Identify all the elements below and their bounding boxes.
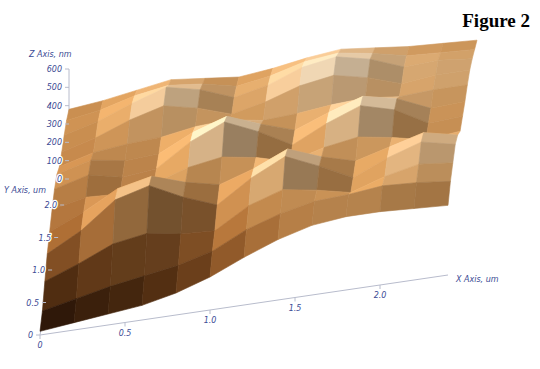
axes (40, 69, 448, 335)
x-tick-label: 1.0 (204, 316, 217, 325)
surface-cell (278, 201, 314, 239)
z-tick-label: 600 (47, 65, 62, 74)
y-tick-label: 1.5 (38, 234, 51, 243)
z-tick (65, 142, 69, 143)
surface-cell (74, 286, 110, 322)
z-tick-label: 200 (47, 138, 62, 147)
y-tick (48, 270, 52, 271)
x-axis-title: X Axis, um (455, 275, 499, 284)
surface-cell (142, 265, 178, 305)
x-tick-label: 0 (37, 341, 42, 350)
x-tick (380, 285, 381, 289)
surface-cell (147, 186, 183, 234)
surface-cell (416, 163, 452, 183)
x-tick (210, 310, 211, 314)
background (0, 0, 540, 369)
y-tick-label: 0.5 (26, 299, 39, 308)
surface-cell (210, 230, 246, 277)
y-tick (54, 237, 58, 238)
surface-cell (312, 195, 348, 226)
axis-labels: 0 0.5 1.0 1.5 2.0 0 0.5 1.0 1.5 2.0 0 100 200 300 400 5… (4, 50, 499, 350)
x-tick-label: 2.0 (374, 291, 387, 300)
y-tick-label: 2.0 (44, 201, 57, 210)
z-tick-label: 100 (47, 157, 62, 166)
surface-cell (358, 106, 394, 138)
surface-cell (229, 102, 265, 121)
surface-cell (222, 122, 258, 158)
title: Figure 2 (462, 10, 530, 31)
surface-cell (365, 78, 401, 98)
surface-cell (186, 157, 222, 185)
z-tick (65, 179, 69, 180)
z-tick (65, 160, 69, 161)
surface-cell (40, 299, 76, 332)
surface (40, 40, 477, 331)
y-tick-label: 0 (28, 331, 33, 340)
z-tick (65, 124, 69, 125)
x-tick (295, 298, 296, 302)
chart: 0 0.5 1.0 1.5 2.0 0 0.5 1.0 1.5 2.0 0 100 200 300 400 5… (0, 0, 540, 369)
z-tick (65, 87, 69, 88)
surface-cell (380, 183, 416, 212)
surface-cell (339, 48, 375, 54)
surface-cell (164, 87, 200, 108)
surface-cell (346, 186, 382, 217)
surface-cell (181, 197, 217, 234)
z-tick-label: 0 (57, 175, 62, 184)
surface-cell (334, 57, 370, 78)
x-tick-label: 1.5 (289, 304, 302, 313)
surface-cell (382, 164, 418, 186)
surface-cell (108, 276, 144, 314)
z-tick (65, 69, 69, 70)
z-tick-label: 500 (47, 83, 62, 92)
y-tick (36, 335, 40, 336)
y-tick (60, 205, 64, 206)
z-axis-title: Z Axis, nm (28, 50, 72, 59)
surface-cell (438, 50, 474, 61)
x-tick (125, 323, 126, 327)
surface-cell (414, 181, 450, 208)
y-tick-label: 1.0 (32, 266, 45, 275)
z-tick (65, 105, 69, 106)
y-axis-title: Y Axis, um (4, 186, 46, 195)
surface-cell (283, 157, 319, 191)
surface-cell (176, 251, 212, 293)
z-tick-label: 300 (47, 120, 62, 129)
surface-cell (244, 214, 280, 258)
surface-cell (89, 160, 125, 177)
surface-cell (91, 144, 127, 161)
surface-cell (317, 166, 353, 192)
x-tick (40, 335, 41, 339)
z-tick-label: 400 (47, 102, 62, 111)
x-tick-label: 0.5 (119, 329, 132, 338)
y-tick (42, 302, 46, 303)
surface-cell (419, 142, 455, 164)
